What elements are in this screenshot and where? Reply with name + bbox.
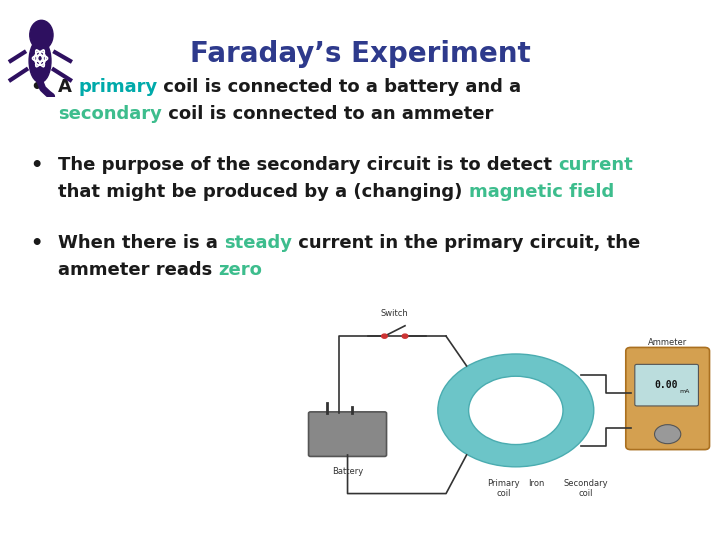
Text: •: •	[30, 234, 42, 253]
Text: 0.00: 0.00	[654, 380, 678, 390]
Text: magnetic field: magnetic field	[469, 183, 614, 201]
Text: primary: primary	[78, 78, 158, 96]
Text: secondary: secondary	[58, 105, 162, 123]
Text: Switch: Switch	[381, 309, 409, 319]
Circle shape	[382, 334, 387, 338]
FancyBboxPatch shape	[626, 347, 709, 450]
Text: mA: mA	[679, 389, 689, 394]
Circle shape	[402, 334, 408, 338]
Text: The purpose of the secondary circuit is to detect: The purpose of the secondary circuit is …	[58, 156, 558, 174]
Ellipse shape	[29, 39, 51, 83]
Text: •: •	[30, 78, 42, 97]
Text: that might be produced by a (changing): that might be produced by a (changing)	[58, 183, 469, 201]
Text: ammeter reads: ammeter reads	[58, 261, 218, 279]
Text: Secondary
coil: Secondary coil	[563, 479, 608, 498]
Text: current: current	[558, 156, 633, 174]
FancyBboxPatch shape	[635, 364, 698, 406]
Text: When there is a: When there is a	[58, 234, 224, 252]
Text: Iron: Iron	[528, 479, 544, 488]
Text: coil is connected to an ammeter: coil is connected to an ammeter	[162, 105, 493, 123]
Text: Faraday’s Experiment: Faraday’s Experiment	[189, 40, 531, 68]
Text: zero: zero	[218, 261, 262, 279]
Text: current in the primary circuit, the: current in the primary circuit, the	[292, 234, 640, 252]
Text: •: •	[30, 156, 42, 175]
Wedge shape	[438, 354, 594, 467]
Text: Battery: Battery	[332, 467, 363, 476]
Text: Primary
coil: Primary coil	[487, 479, 520, 498]
Text: coil is connected to a battery and a: coil is connected to a battery and a	[158, 78, 521, 96]
Circle shape	[654, 424, 681, 444]
Text: Ammeter: Ammeter	[648, 338, 688, 347]
Text: A: A	[58, 78, 78, 96]
Circle shape	[30, 21, 53, 50]
Text: steady: steady	[224, 234, 292, 252]
FancyBboxPatch shape	[309, 412, 387, 456]
